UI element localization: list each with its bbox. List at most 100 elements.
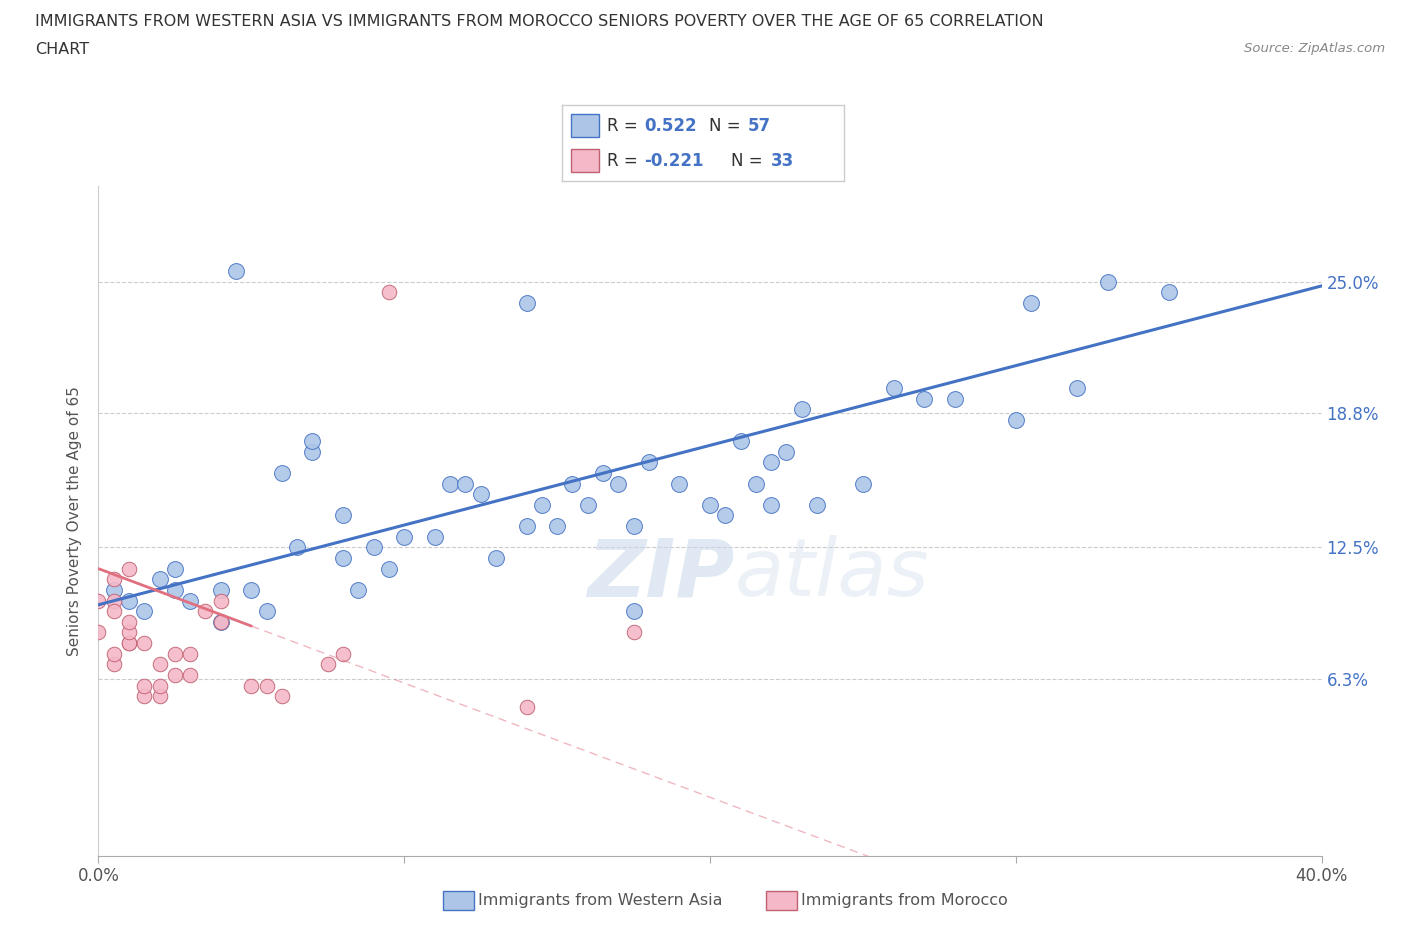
Point [699,498,721,512]
Point [103,572,125,587]
Point [270,466,292,481]
Point [759,455,782,470]
Point [209,582,232,597]
Point [194,604,217,618]
Point [852,476,875,491]
Text: atlas: atlas [734,536,929,614]
Point [103,582,125,597]
Point [561,476,583,491]
Point [1019,296,1042,311]
Point [546,519,568,534]
Point [516,519,538,534]
Point [530,498,553,512]
Point [103,657,125,671]
Text: Source: ZipAtlas.com: Source: ZipAtlas.com [1244,42,1385,55]
FancyBboxPatch shape [571,114,599,137]
Point [485,551,508,565]
Point [668,476,690,491]
Point [730,433,752,448]
Text: 0.522: 0.522 [644,116,696,135]
Point [163,561,186,576]
Point [149,657,172,671]
Point [163,668,186,683]
Point [118,593,141,608]
Text: -0.221: -0.221 [644,152,703,170]
Point [378,561,401,576]
Point [118,635,141,650]
Text: N =: N = [709,116,745,135]
Point [759,498,782,512]
Point [270,689,292,704]
Point [134,678,156,693]
Point [592,466,614,481]
Point [134,604,156,618]
Point [883,380,905,395]
Point [454,476,477,491]
Point [623,604,645,618]
Point [209,615,232,630]
Point [623,519,645,534]
Text: R =: R = [607,116,644,135]
Point [347,582,370,597]
Point [163,582,186,597]
Point [1097,274,1119,289]
Point [118,615,141,630]
Text: N =: N = [731,152,768,170]
Point [256,678,278,693]
Text: R =: R = [607,152,644,170]
Point [623,625,645,640]
Point [179,646,201,661]
Point [470,486,492,501]
Point [1004,412,1026,427]
Text: 57: 57 [748,116,770,135]
FancyBboxPatch shape [571,150,599,172]
Point [775,445,797,459]
Text: Immigrants from Morocco: Immigrants from Morocco [801,893,1008,908]
Point [225,263,247,278]
Point [332,551,354,565]
Point [149,689,172,704]
Text: IMMIGRANTS FROM WESTERN ASIA VS IMMIGRANTS FROM MOROCCO SENIORS POVERTY OVER THE: IMMIGRANTS FROM WESTERN ASIA VS IMMIGRAN… [35,14,1043,29]
Text: Immigrants from Western Asia: Immigrants from Western Asia [478,893,723,908]
Point [301,433,323,448]
Point [516,296,538,311]
Point [179,668,201,683]
Point [209,615,232,630]
Text: CHART: CHART [35,42,89,57]
Point [285,540,308,555]
Point [149,572,172,587]
Y-axis label: Seniors Poverty Over the Age of 65: Seniors Poverty Over the Age of 65 [67,386,83,656]
Point [209,593,232,608]
Point [103,593,125,608]
Point [790,402,813,417]
Point [439,476,461,491]
Point [240,678,263,693]
Point [301,445,323,459]
Point [118,625,141,640]
Point [332,508,354,523]
Point [87,593,110,608]
Point [714,508,737,523]
Point [134,635,156,650]
Point [363,540,385,555]
Point [745,476,768,491]
Point [103,604,125,618]
Point [240,582,263,597]
Point [103,646,125,661]
Point [118,635,141,650]
Point [378,285,401,299]
Point [943,392,966,406]
Point [637,455,661,470]
Point [607,476,630,491]
Point [516,699,538,714]
Point [134,689,156,704]
Point [316,657,339,671]
Point [423,529,446,544]
Point [163,646,186,661]
Text: 33: 33 [770,152,794,170]
Point [332,646,354,661]
Point [179,593,201,608]
Point [1157,285,1180,299]
Text: ZIP: ZIP [588,536,734,614]
Point [912,392,935,406]
